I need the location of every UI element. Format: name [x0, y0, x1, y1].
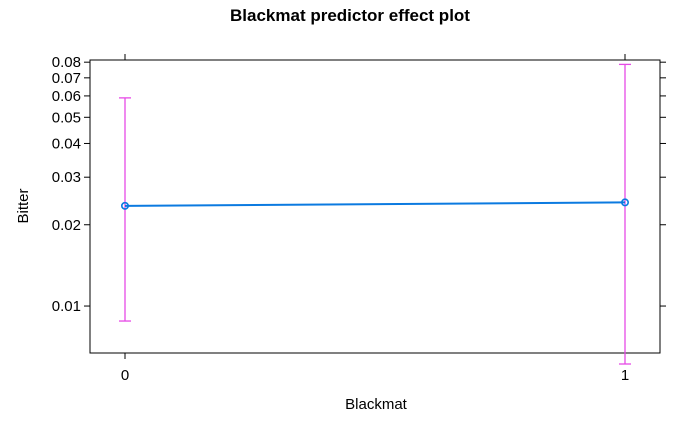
y-tick-label: 0.07 — [52, 70, 81, 87]
effect-point — [121, 201, 130, 210]
plot-frame — [89, 59, 661, 354]
x-axis-label: Blackmat — [345, 396, 408, 413]
y-axis-label: Bitter — [15, 188, 32, 223]
x-tick-label: 0 — [121, 367, 129, 384]
y-tick-label: 0.05 — [52, 109, 81, 126]
y-tick-label: 0.03 — [52, 169, 81, 186]
effect-line — [121, 198, 629, 210]
chart-title: Blackmat predictor effect plot — [230, 6, 470, 25]
y-tick-label: 0.01 — [52, 298, 81, 315]
x-tick-label: 1 — [621, 367, 629, 384]
y-tick-label: 0.08 — [52, 54, 81, 71]
effect-point — [620, 198, 629, 207]
axis-ticks: 0.01 0.02 0.03 0.04 0.05 0.060.070.08 0 1 — [52, 54, 666, 384]
y-tick-label: 0.04 — [52, 135, 81, 152]
confidence-intervals — [119, 63, 631, 365]
effect-line-path — [124, 201, 626, 207]
y-tick-label: 0.02 — [52, 217, 81, 234]
y-tick-label: 0.06 — [52, 88, 81, 105]
